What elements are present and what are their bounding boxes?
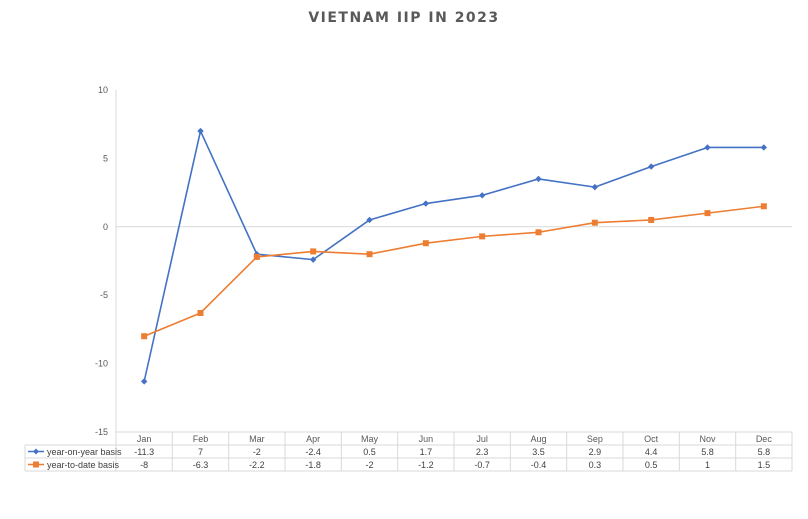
x-category-label: Dec (756, 434, 773, 444)
table-cell-value: 7 (198, 447, 203, 457)
data-point-marker (197, 127, 204, 135)
table-cell-value: 0.5 (645, 460, 658, 470)
x-category-label: Apr (306, 434, 320, 444)
legend-key-marker (33, 448, 39, 455)
table-cell-value: -1.2 (418, 460, 434, 470)
data-point-marker (197, 309, 204, 316)
data-point-marker (478, 192, 486, 199)
y-tick-label: 5 (103, 153, 108, 163)
series-layer (140, 127, 768, 385)
table-cell-value: -8 (140, 460, 148, 470)
table-cell-value: 2.3 (476, 447, 489, 457)
data-point-marker (704, 144, 711, 151)
data-point-marker (760, 144, 768, 151)
x-category-label: Mar (249, 434, 265, 444)
table-cell-value: -2 (253, 447, 261, 457)
y-tick-label: -10 (95, 359, 108, 369)
x-category-label: Jan (137, 434, 152, 444)
x-category-label: Sep (587, 434, 603, 444)
table-cell-value: -2 (365, 460, 373, 470)
data-point-marker (310, 248, 317, 255)
legend-label: year-to-date basis (47, 460, 120, 470)
x-category-label: Oct (644, 434, 659, 444)
table-cell-value: 1.7 (420, 447, 433, 457)
table-cell-value: 5.8 (701, 447, 714, 457)
x-category-label: Feb (193, 434, 209, 444)
table-cell-value: -0.7 (474, 460, 490, 470)
table-cell-value: -2.2 (249, 460, 265, 470)
data-point-marker (422, 240, 429, 247)
legend-label: year-on-year basis (47, 447, 122, 457)
y-tick-label: 0 (103, 222, 108, 232)
data-point-marker (591, 183, 599, 191)
table-cell-value: -11.3 (134, 447, 154, 457)
data-table: Jan Feb Mar Apr May Jun Jul Aug Sep Oct Nov Dec year… (24, 431, 793, 472)
data-point-marker (591, 219, 598, 226)
series-line (143, 130, 764, 382)
data-point-marker (309, 256, 317, 263)
x-category-label: Jul (476, 434, 488, 444)
series-line (143, 205, 764, 337)
data-point-marker (253, 253, 260, 260)
data-point-marker (648, 216, 655, 223)
data-point-marker (760, 203, 767, 210)
table-cell-value: 1.5 (758, 460, 771, 470)
table-cell-value: -0.4 (531, 460, 547, 470)
table-cell-value: 0.3 (589, 460, 602, 470)
chart-title: VIETNAM IIP IN 2023 (308, 10, 499, 26)
x-category-label: Aug (530, 434, 546, 444)
data-point-marker (140, 378, 148, 385)
data-point-marker (535, 175, 542, 183)
data-point-marker (479, 233, 486, 240)
table-cell-value: -2.4 (305, 447, 321, 457)
axes-group: 10 5 0 -5 -10 -15 (95, 85, 792, 437)
table-cell-value: -1.8 (305, 460, 321, 470)
legend-key-marker (33, 461, 39, 468)
table-cell-value: 2.9 (589, 447, 602, 457)
table-cell-value: 0.5 (363, 447, 376, 457)
data-point-marker (141, 333, 148, 340)
data-point-marker (535, 229, 542, 236)
table-cell-value: 4.4 (645, 447, 658, 457)
table-cell-value: 1 (705, 460, 710, 470)
data-point-marker (366, 251, 373, 258)
x-category-label: Jun (419, 434, 434, 444)
data-point-marker (422, 200, 430, 207)
x-category-label: May (361, 434, 379, 444)
x-category-label: Nov (699, 434, 716, 444)
data-point-marker (647, 163, 655, 170)
data-point-marker (366, 216, 373, 224)
table-cell-value: -6.3 (193, 460, 209, 470)
y-tick-label: -5 (100, 290, 108, 300)
data-point-marker (704, 210, 711, 217)
table-cell-value: 5.8 (758, 447, 771, 457)
y-tick-label: -15 (95, 427, 108, 437)
table-cell-value: 3.5 (532, 447, 545, 457)
y-tick-label: 10 (98, 85, 108, 95)
